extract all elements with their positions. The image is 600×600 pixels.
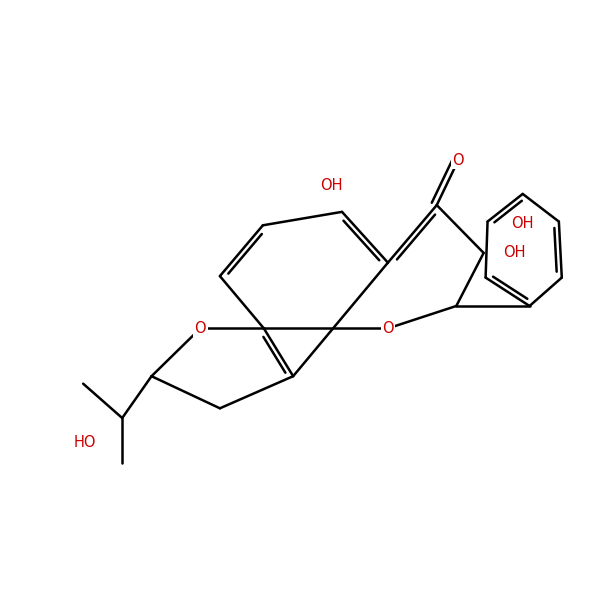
Text: OH: OH: [503, 245, 526, 260]
Text: O: O: [194, 321, 206, 336]
Text: OH: OH: [320, 178, 343, 193]
Text: O: O: [452, 153, 464, 168]
Text: O: O: [382, 321, 394, 336]
Text: HO: HO: [74, 434, 96, 449]
Text: OH: OH: [511, 216, 534, 231]
